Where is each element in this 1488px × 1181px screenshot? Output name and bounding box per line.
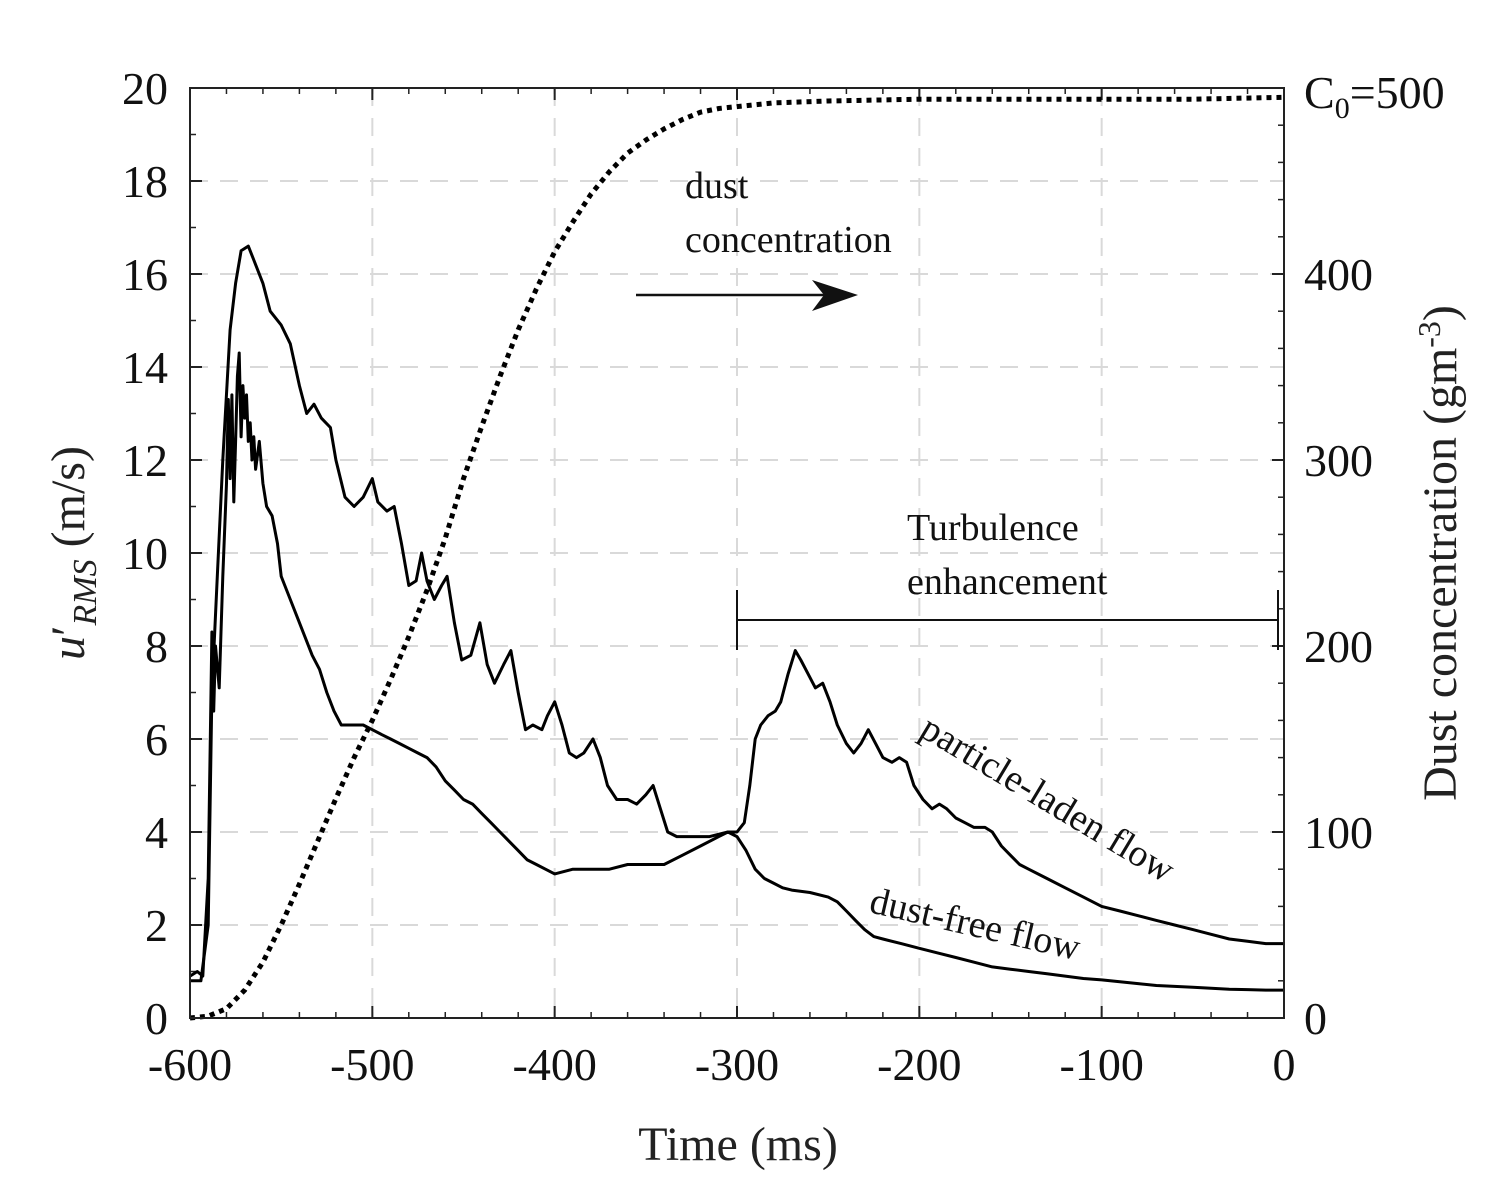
right-arrow-icon [636,280,858,311]
x-tick-label: -100 [1060,1039,1144,1090]
y-right-axis-title: Dust concentration (gm-3) [1411,305,1467,801]
dust-free-label: dust-free flow [866,880,1085,969]
y-left-tick-label: 4 [145,807,168,858]
y-right-tick-label: 100 [1304,807,1373,858]
y-left-tick-label: 2 [145,900,168,951]
x-axis-title: Time (ms) [638,1118,838,1171]
x-tick-label: 0 [1273,1039,1296,1090]
x-tick-label: -300 [695,1039,779,1090]
y-left-tick-label: 0 [145,993,168,1044]
right-top-label: C0=500 [1304,67,1445,125]
x-tick-label: -200 [877,1039,961,1090]
tick-labels: -600 -500 -400 -300 -200 -100 0024681012141618… [122,63,1373,1090]
y-right-tick-label: 0 [1304,993,1327,1044]
y-left-tick-label: 12 [122,435,168,486]
plot-frame [189,87,1285,1019]
y-left-tick-label: 6 [145,714,168,765]
dust-concentration-label: dust [685,165,749,207]
turbulence-label: Turbulence [907,507,1079,549]
y-left-axis-title: u′RMS (m/s) [42,446,104,660]
y-left-tick-label: 10 [122,528,168,579]
turbulence-label-2: enhancement [907,561,1108,603]
series-particle-laden-flow [190,244,1284,983]
particle-laden-label: particle-laden flow [913,707,1182,892]
turbulence-range-bracket [736,590,1279,650]
y-left-tick-label: 18 [122,156,168,207]
x-tick-label: -500 [330,1039,414,1090]
series-layer [189,94,1285,1021]
y-right-tick-label: 300 [1304,435,1373,486]
y-left-tick-label: 14 [122,342,168,393]
grid-layer [190,88,1284,1018]
series-dust-concentration [189,94,1285,1021]
dust-concentration-label-2: concentration [685,219,892,261]
x-tick-label: -400 [513,1039,597,1090]
y-right-tick-label: 400 [1304,249,1373,300]
x-tick-label: -600 [148,1039,232,1090]
series-dust-free-flow [189,351,1284,992]
y-left-tick-label: 16 [122,249,168,300]
y-left-tick-label: 20 [122,63,168,114]
y-left-tick-label: 8 [145,621,168,672]
y-right-tick-label: 200 [1304,621,1373,672]
